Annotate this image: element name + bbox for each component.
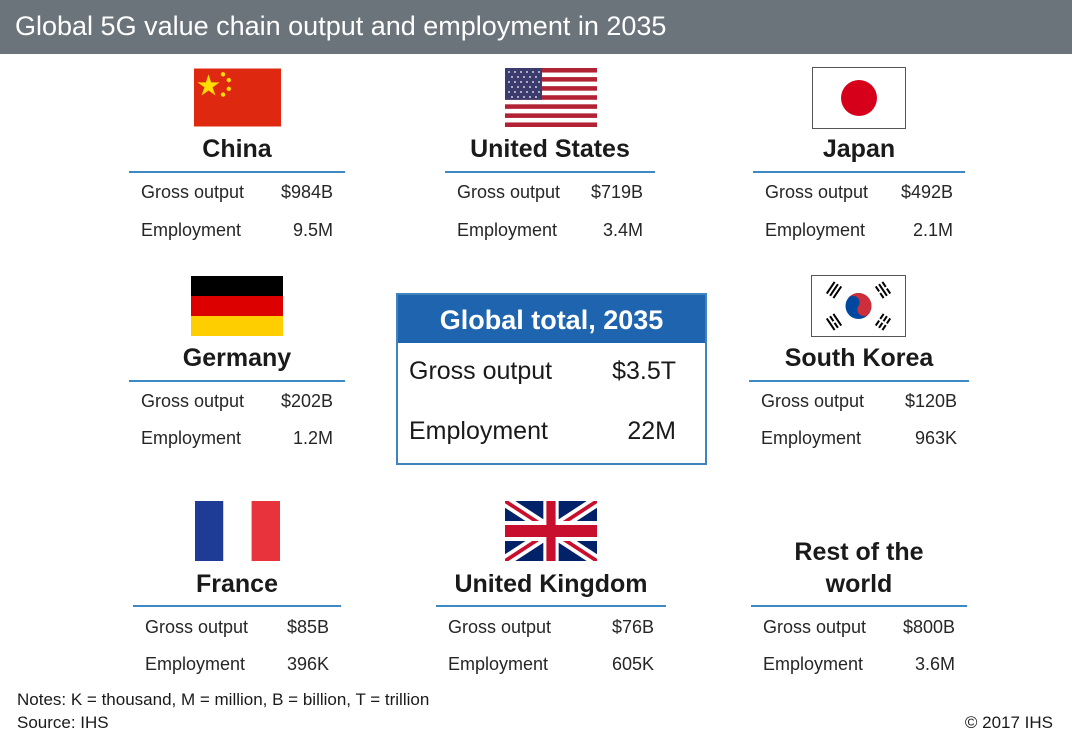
gross-output-value: $984B (280, 182, 333, 202)
employment-label: Employment (141, 428, 242, 448)
country-name-rest-of-world-line2: world (825, 570, 893, 598)
global-total-header: Global total, 2035 (398, 295, 705, 343)
gross-output-label: Gross output (141, 182, 245, 202)
country-block-germany: Germany Gross output $202B Employment 1.… (129, 275, 345, 455)
global-employment-row: Employment 22M (398, 417, 705, 449)
gross-output-row: Gross output $719B (445, 182, 655, 204)
china-flag-icon (194, 68, 281, 127)
global-gross-output-label: Gross output (409, 357, 553, 385)
gross-output-label: Gross output (457, 182, 561, 202)
employment-row: Employment 3.4M (445, 220, 655, 242)
employment-value: 3.4M (602, 220, 643, 240)
employment-label: Employment (145, 654, 246, 674)
gross-output-value: $800B (902, 617, 955, 637)
employment-row: Employment 396K (133, 654, 341, 676)
global-total-title: Global total, 2035 (439, 305, 664, 335)
gross-output-row: Gross output $984B (129, 182, 345, 204)
employment-value: 963K (914, 428, 957, 448)
employment-label: Employment (448, 654, 549, 674)
germany-flag-icon (191, 276, 283, 336)
employment-label: Employment (763, 654, 864, 674)
united-states-flag-icon (505, 68, 597, 127)
employment-row: Employment 3.6M (751, 654, 967, 676)
page-title: Global 5G value chain output and employm… (15, 11, 667, 41)
country-name-france: France (196, 570, 278, 598)
gross-output-value: $85B (286, 617, 329, 637)
employment-label: Employment (457, 220, 558, 240)
country-block-united-kingdom: United Kingdom Gross output $76B Employm… (436, 500, 666, 680)
country-name-united-states: United States (470, 135, 630, 163)
gross-output-label: Gross output (145, 617, 249, 637)
global-gross-output-row: Gross output $3.5T (398, 357, 705, 389)
country-block-japan: Japan Gross output $492B Employment 2.1M (753, 66, 965, 246)
employment-label: Employment (141, 220, 242, 240)
gross-output-label: Gross output (448, 617, 552, 637)
country-divider (445, 171, 655, 173)
gross-output-value: $492B (900, 182, 953, 202)
employment-row: Employment 9.5M (129, 220, 345, 242)
country-divider (133, 605, 341, 607)
footer-notes: Notes: K = thousand, M = million, B = bi… (17, 690, 430, 709)
employment-row: Employment 2.1M (753, 220, 965, 242)
south-korea-flag-icon (811, 275, 906, 337)
gross-output-label: Gross output (763, 617, 867, 637)
employment-value: 9.5M (292, 220, 333, 240)
gross-output-label: Gross output (765, 182, 869, 202)
gross-output-value: $76B (611, 617, 654, 637)
employment-value: 396K (286, 654, 329, 674)
gross-output-row: Gross output $85B (133, 617, 341, 639)
united-kingdom-flag-icon (505, 501, 597, 561)
global-employment-value: 22M (627, 417, 676, 445)
gross-output-row: Gross output $120B (749, 391, 969, 413)
gross-output-label: Gross output (141, 391, 245, 411)
employment-row: Employment 1.2M (129, 428, 345, 450)
country-divider (749, 380, 969, 382)
country-name-germany: Germany (182, 344, 292, 372)
country-divider (129, 171, 345, 173)
gross-output-row: Gross output $492B (753, 182, 965, 204)
employment-value: 2.1M (912, 220, 953, 240)
employment-label: Employment (765, 220, 866, 240)
header-bar: Global 5G value chain output and employm… (0, 0, 1072, 54)
country-name-japan: Japan (822, 135, 896, 163)
country-name-china: China (202, 135, 272, 163)
country-divider (751, 605, 967, 607)
japan-flag-icon (812, 67, 906, 129)
gross-output-value: $202B (280, 391, 333, 411)
gross-output-row: Gross output $202B (129, 391, 345, 413)
employment-value: 605K (611, 654, 654, 674)
global-gross-output-value: $3.5T (612, 357, 676, 385)
country-block-china: China Gross output $984B Employment 9.5M (129, 66, 345, 246)
gross-output-row: Gross output $76B (436, 617, 666, 639)
country-divider (129, 380, 345, 382)
country-name-rest-of-world-line1: Rest of the (794, 538, 924, 566)
employment-value: 1.2M (292, 428, 333, 448)
footer-copyright: © 2017 IHS (964, 713, 1053, 732)
france-flag-icon (195, 501, 280, 561)
global-employment-label: Employment (409, 417, 548, 445)
employment-label: Employment (761, 428, 862, 448)
gross-output-row: Gross output $800B (751, 617, 967, 639)
country-block-south-korea: South Korea Gross output $120B Employmen… (749, 275, 969, 455)
gross-output-label: Gross output (761, 391, 865, 411)
global-total-box: Global total, 2035 Gross output $3.5T Em… (396, 293, 707, 465)
employment-row: Employment 605K (436, 654, 666, 676)
employment-value: 3.6M (914, 654, 955, 674)
gross-output-value: $719B (590, 182, 643, 202)
gross-output-value: $120B (904, 391, 957, 411)
employment-row: Employment 963K (749, 428, 969, 450)
country-divider (436, 605, 666, 607)
footer-source: Source: IHS (17, 713, 109, 732)
country-name-south-korea: South Korea (784, 344, 934, 372)
country-block-united-states: United States Gross output $719B Employm… (445, 66, 655, 246)
country-divider (753, 171, 965, 173)
country-block-france: France Gross output $85B Employment 396K (133, 500, 341, 680)
country-name-united-kingdom: United Kingdom (454, 570, 648, 598)
country-block-rest-of-world: Rest of the world Gross output $800B Emp… (751, 500, 967, 680)
